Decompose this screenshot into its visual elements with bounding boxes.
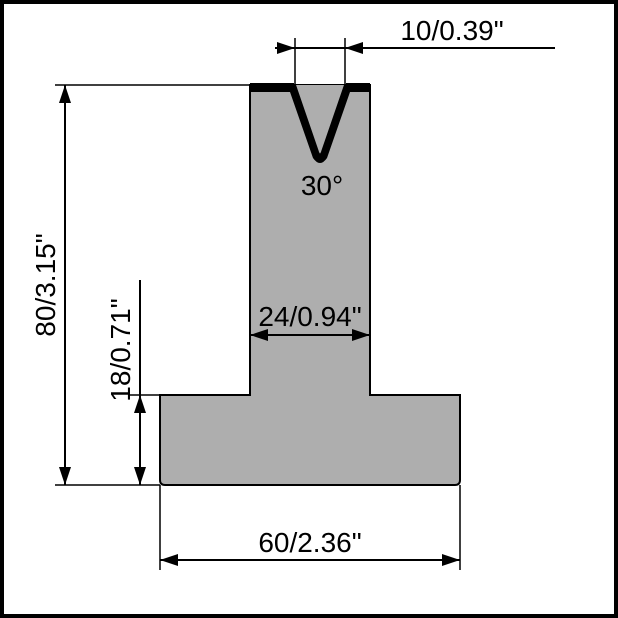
notch-angle: 30° xyxy=(301,170,343,201)
dim-notch-width-label: 10/0.39" xyxy=(400,15,503,46)
dim-base-height: 18/0.71" xyxy=(105,280,160,485)
dim-stem-width: 24/0.94" xyxy=(250,301,370,341)
dim-base-width: 60/2.36" xyxy=(160,485,460,570)
dim-base-width-label: 60/2.36" xyxy=(258,527,361,558)
dim-total-height-label: 80/3.15" xyxy=(30,233,61,336)
dim-stem-width-label: 24/0.94" xyxy=(258,301,361,332)
dim-notch-width: 10/0.39" xyxy=(275,15,555,85)
part-shape xyxy=(160,83,460,485)
notch-angle-label: 30° xyxy=(301,170,343,201)
dim-base-height-label: 18/0.71" xyxy=(105,298,136,401)
